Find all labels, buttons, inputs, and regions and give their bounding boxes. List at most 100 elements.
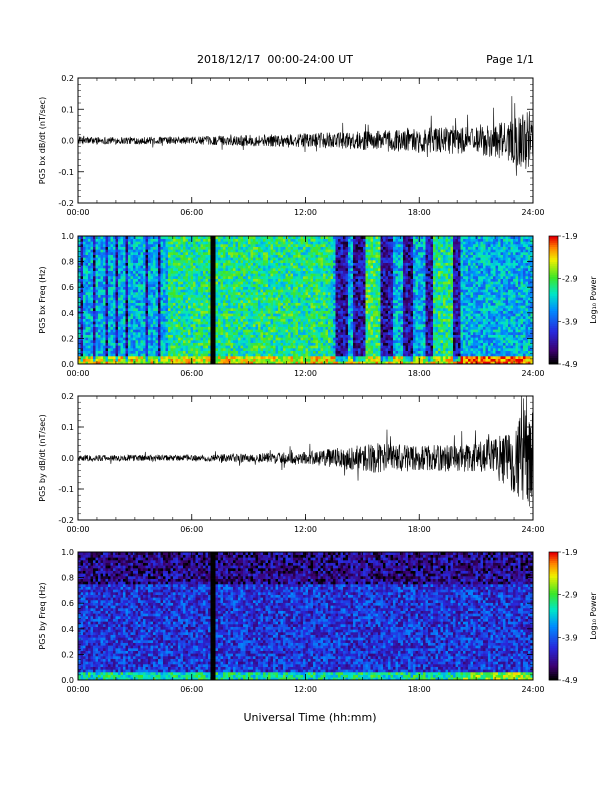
heatmap-cell [310, 342, 314, 346]
heatmap-cell [115, 292, 119, 295]
heatmap-cell [198, 236, 201, 239]
heatmap-cell [95, 345, 99, 349]
heatmap-cell [188, 292, 191, 295]
heatmap-cell [323, 310, 326, 314]
heatmap-cell [328, 318, 331, 322]
heatmap-cell [90, 356, 94, 359]
heatmap-cell [233, 332, 236, 335]
heatmap-cell [283, 262, 286, 266]
heatmap-cell [205, 270, 209, 274]
heatmap-cell [240, 300, 244, 303]
heatmap-cell [193, 254, 196, 258]
heatmap-cell [210, 292, 214, 295]
heatmap-cell [160, 265, 164, 269]
heatmap-cell [125, 332, 129, 335]
heatmap-cell [200, 289, 204, 293]
heatmap-cell [78, 342, 81, 346]
heatmap-cell [85, 340, 89, 343]
heatmap-cell [170, 348, 174, 351]
heatmap-cell [183, 321, 186, 325]
heatmap-cell [283, 278, 286, 282]
heatmap-cell [275, 241, 279, 245]
heatmap-cell [263, 329, 266, 333]
heatmap-cell [175, 268, 179, 271]
heatmap-cell [165, 289, 169, 293]
heatmap-cell [328, 238, 331, 242]
heatmap-cell [293, 308, 296, 311]
heatmap-cell [203, 236, 206, 239]
heatmap-cell [320, 334, 324, 338]
heatmap-cell [93, 238, 96, 242]
heatmap-cell [218, 246, 221, 250]
heatmap-cell [305, 308, 309, 311]
heatmap-cell [133, 246, 136, 250]
heatmap-cell [293, 286, 296, 290]
heatmap-cell [315, 332, 319, 335]
heatmap-cell [128, 281, 131, 285]
heatmap-cell [110, 305, 114, 309]
heatmap-cell [173, 324, 176, 327]
heatmap-cell [105, 300, 109, 303]
heatmap-cell [163, 249, 166, 253]
heatmap-cell [193, 308, 196, 311]
heatmap-cell [210, 236, 214, 239]
heatmap-cell [330, 348, 334, 351]
heatmap-cell [123, 324, 126, 327]
heatmap-cell [208, 254, 211, 258]
heatmap-cell [170, 302, 174, 306]
heatmap-cell [85, 292, 89, 295]
heatmap-cell [173, 284, 176, 287]
heatmap-cell [183, 257, 186, 261]
heatmap-cell [238, 294, 241, 298]
heatmap-cell [285, 254, 289, 258]
heatmap-cell [178, 297, 181, 301]
heatmap-cell [118, 337, 121, 341]
heatmap-cell [275, 353, 279, 357]
heatmap-cell [78, 358, 81, 362]
heatmap-cell [170, 300, 174, 303]
heatmap-cell [243, 337, 246, 341]
heatmap-cell [130, 292, 134, 295]
heatmap-cell [168, 348, 171, 351]
heatmap-cell [255, 308, 259, 311]
heatmap-cell [153, 326, 156, 330]
heatmap-cell [250, 273, 254, 277]
heatmap-cell [275, 281, 279, 285]
heatmap-cell [108, 308, 111, 311]
heatmap-cell [150, 270, 154, 274]
heatmap-cell [103, 332, 106, 335]
heatmap-cell [325, 278, 329, 282]
heatmap-cell [148, 321, 151, 325]
heatmap-cell [283, 332, 286, 335]
heatmap-cell [218, 342, 221, 346]
heatmap-cell [213, 310, 216, 314]
heatmap-cell [88, 236, 91, 239]
heatmap-cell [120, 254, 124, 258]
heatmap-cell [188, 244, 191, 247]
heatmap-cell [230, 286, 234, 290]
heatmap-cell [325, 318, 329, 322]
heatmap-cell [215, 305, 219, 309]
heatmap-cell [318, 348, 321, 351]
heatmap-cell [178, 318, 181, 322]
heatmap-cell [150, 324, 154, 327]
heatmap-cell [300, 308, 304, 311]
heatmap-cell [300, 345, 304, 349]
heatmap-cell [303, 289, 306, 293]
heatmap-cell [178, 353, 181, 357]
heatmap-cell [110, 348, 114, 351]
heatmap-cell [100, 241, 104, 245]
heatmap-cell [248, 238, 251, 242]
heatmap-cell [223, 292, 226, 295]
heatmap-cell [83, 305, 86, 309]
heatmap-cell [328, 249, 331, 253]
heatmap-cell [123, 241, 126, 245]
heatmap-cell [138, 345, 141, 349]
heatmap-cell [318, 244, 321, 247]
heatmap-cell [183, 310, 186, 314]
heatmap-cell [175, 334, 179, 338]
heatmap-cell [308, 297, 311, 301]
heatmap-cell [130, 289, 134, 293]
heatmap-cell [288, 238, 291, 242]
heatmap-cell [140, 281, 144, 285]
